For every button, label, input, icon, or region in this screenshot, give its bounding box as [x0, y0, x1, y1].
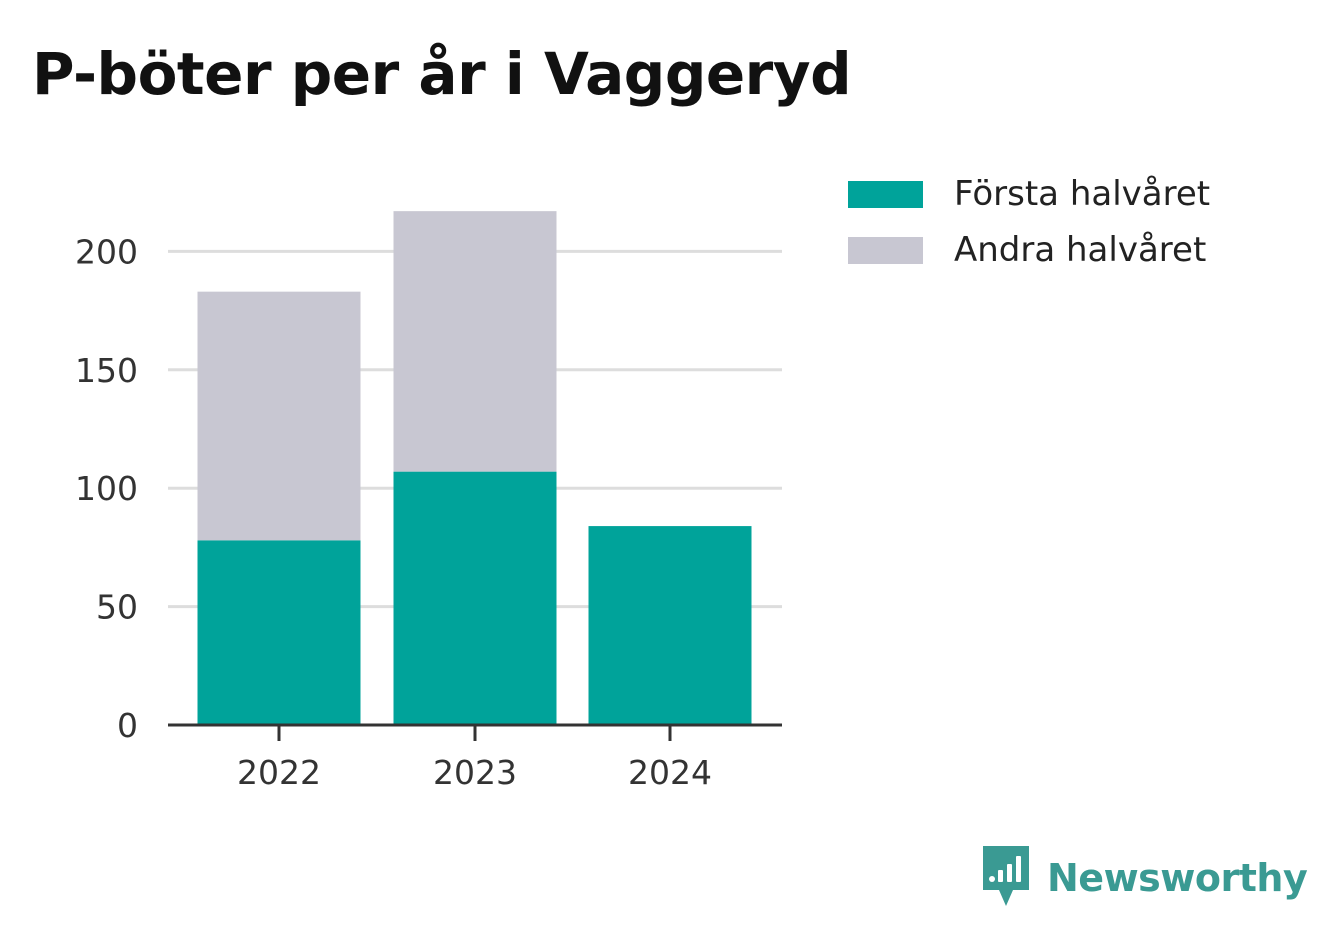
legend-label-second-half: Andra halvåret — [954, 230, 1207, 270]
legend-swatch-first-half — [848, 180, 923, 208]
y-tick-label: 50 — [96, 588, 138, 627]
legend-item-second-half[interactable]: Andra halvåret — [848, 222, 1210, 278]
x-tick-label: 2022 — [237, 753, 321, 792]
x-tick-label: 2023 — [433, 753, 517, 792]
bar-2023-series-1[interactable] — [393, 211, 557, 472]
y-tick-label: 150 — [75, 351, 138, 390]
x-axis-ticks: 2022 2023 2024 — [237, 725, 712, 792]
bar-2024-series-0[interactable] — [588, 526, 752, 725]
y-axis-ticks: 0 50 100 150 200 — [75, 232, 138, 745]
brand-logo: Newsworthy — [981, 846, 1308, 910]
newsworthy-logo-icon — [983, 846, 1029, 906]
bar-2022-series-0[interactable] — [197, 540, 361, 725]
legend-label-first-half: Första halvåret — [954, 174, 1211, 214]
bar-2023-series-0[interactable] — [393, 471, 557, 725]
legend-item-first-half[interactable]: Första halvåret — [848, 166, 1210, 222]
bar-2022-series-1[interactable] — [197, 291, 361, 541]
bar-chart: 0 50 100 150 200 2022 2023 2024 — [75, 211, 782, 792]
y-tick-label: 100 — [75, 469, 138, 508]
bars — [197, 211, 752, 725]
y-tick-label: 0 — [117, 706, 138, 745]
x-tick-label: 2024 — [628, 753, 712, 792]
y-tick-label: 200 — [75, 232, 138, 271]
brand-name: Newsworthy — [1047, 856, 1308, 900]
legend: Första halvåret Andra halvåret — [848, 166, 1210, 278]
chart-title: P-böter per år i Vaggeryd — [32, 40, 852, 108]
legend-swatch-second-half — [848, 236, 923, 264]
